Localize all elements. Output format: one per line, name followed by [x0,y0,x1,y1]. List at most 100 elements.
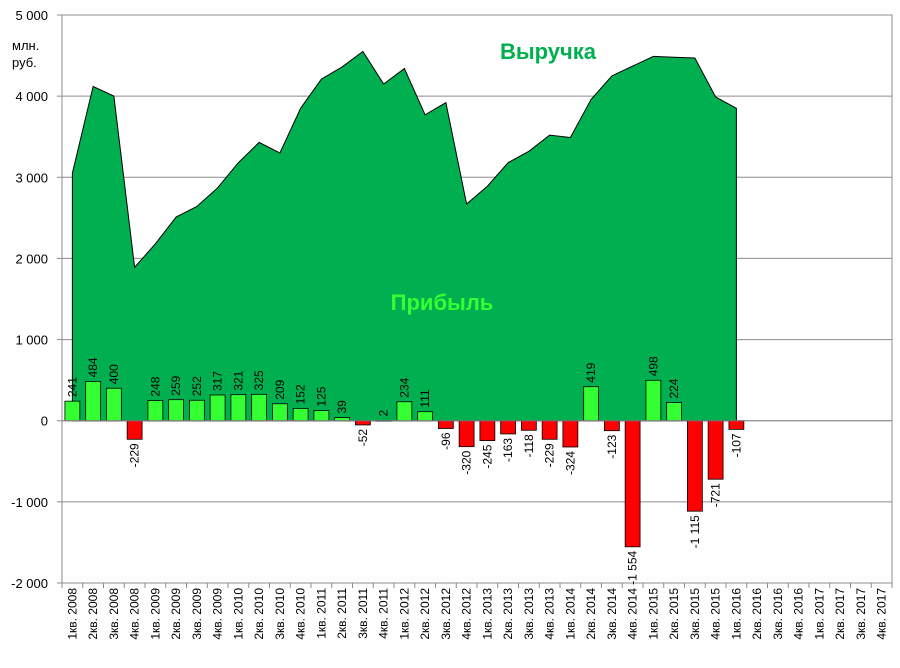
x-tick-label: 3кв. 2009 [190,588,204,640]
x-tick-label: 1кв. 2011 [314,588,328,639]
profit-data-label: 259 [169,375,183,395]
profit-data-label: -721 [709,483,723,507]
profit-bar [645,379,662,422]
profit-data-label: -1 115 [688,515,702,548]
y-tick-labels: -2 000 -1 000 0 1 000 2 000 3 000 4 000 5 000 [11,8,48,591]
profit-bar [458,420,475,448]
profit-bar [272,403,288,422]
profit-bar [126,420,143,440]
x-tick-label: 3кв. 2013 [522,588,536,640]
profit-data-label: -229 [543,443,557,467]
x-tick-label: 2кв. 2008 [86,588,100,640]
profit-bar [583,386,599,422]
y-tick-label: 3 000 [15,170,48,185]
profit-data-label: 111 [418,389,432,408]
revenue-area-layer [71,50,737,422]
x-tick-label: 4кв. 2013 [543,588,557,640]
x-tick-label: 2кв. 2013 [501,588,515,640]
x-tick-label: 2кв. 2010 [252,588,266,640]
profit-data-label: -229 [128,443,142,467]
profit-bar [728,420,745,430]
x-tick-label: 2кв. 2016 [750,588,764,640]
profit-data-label: -123 [605,434,619,458]
x-tick-label: 3кв. 2010 [273,588,287,640]
y-tick-label: 1 000 [15,333,48,348]
x-tick-label: 2кв. 2011 [335,588,349,639]
unit-label-line-2: руб. [12,55,37,70]
x-tick-label: 2кв. 2015 [667,588,681,640]
profit-bar [521,420,537,431]
x-tick-label: 1кв. 2016 [729,588,743,640]
x-tick-label: 4кв. 2016 [792,588,806,640]
profit-bar [500,420,516,435]
x-tick-label: 1кв. 2009 [148,588,162,640]
profit-data-label: 209 [273,379,287,399]
profit-data-label: 224 [667,378,681,398]
profit-series-label: Прибыль [391,290,494,315]
profit-bar [168,399,184,422]
profit-bar [417,411,433,422]
profit-data-label: 241 [65,377,79,397]
profit-bar [313,410,330,422]
profit-bar [209,394,226,422]
x-tick-label: 1кв. 2017 [812,588,826,640]
profit-bar [666,402,682,422]
profit-bar [230,394,247,422]
x-tick-label: 1кв. 2008 [65,588,79,640]
profit-data-label: -107 [729,433,743,457]
x-tick-label: 2кв. 2017 [833,588,847,640]
profit-bar [687,420,703,512]
profit-data-label: 152 [294,384,308,404]
x-tick-label: 1кв. 2013 [480,588,494,640]
profit-data-label: -163 [501,438,515,462]
x-tick-label: 4кв. 2015 [709,588,723,640]
x-tick-label: 2кв. 2014 [584,588,598,640]
profit-bar [106,387,122,422]
x-tick-label: 4кв. 2011 [377,588,391,639]
profit-bar [64,400,81,422]
x-tick-label: 3кв. 2017 [854,588,868,640]
profit-bar [562,420,579,448]
y-tick-label: 2 000 [15,251,48,266]
unit-label-line-1: млн. [12,38,39,53]
profit-data-label: 234 [397,377,411,397]
profit-data-label: -118 [522,434,536,457]
profit-data-label: -320 [460,450,474,474]
x-tick-label: 1кв. 2014 [563,588,577,640]
profit-data-label: 2 [377,410,391,417]
x-tick-label: 1кв. 2015 [646,588,660,640]
x-tick-label: 4кв. 2010 [294,588,308,640]
x-tick-label: 3кв. 2014 [605,588,619,640]
profit-data-label: -96 [439,432,453,450]
revenue-area [71,50,737,422]
x-tick-labels: 1кв. 2008 2кв. 2008 3кв. 2008 4кв. 2008 1кв.… [65,588,888,640]
profit-data-label: 317 [211,371,225,391]
profit-data-label: 125 [314,386,328,406]
profit-data-label: -1 554 [626,550,640,584]
profit-bar [479,420,496,441]
profit-bar [541,420,558,440]
profit-bar [438,420,454,429]
profit-bar [147,400,164,422]
y-tick-label: -2 000 [11,576,48,591]
profit-bar [707,420,724,480]
profit-bar [189,399,205,422]
profit-data-label: 484 [86,357,100,377]
axes [57,14,893,588]
revenue-series-label: Выручка [500,39,597,64]
y-tick-label: 5 000 [15,8,48,23]
x-tick-label: 1кв. 2010 [231,588,245,640]
y-tick-label: 4 000 [15,89,48,104]
profit-data-label: 400 [107,364,121,384]
profit-data-label: 39 [335,400,349,414]
profit-data-label: -52 [356,429,370,447]
x-tick-label: 4кв. 2017 [875,588,889,640]
x-tick-label: 2кв. 2009 [169,588,183,640]
profit-bar [396,401,413,422]
profit-data-label: 419 [584,362,598,382]
profit-bar [85,381,101,422]
profit-bar [604,420,620,432]
profit-bar [292,407,309,422]
y-tick-label: 0 [41,414,48,429]
x-tick-label: 4кв. 2012 [460,588,474,640]
